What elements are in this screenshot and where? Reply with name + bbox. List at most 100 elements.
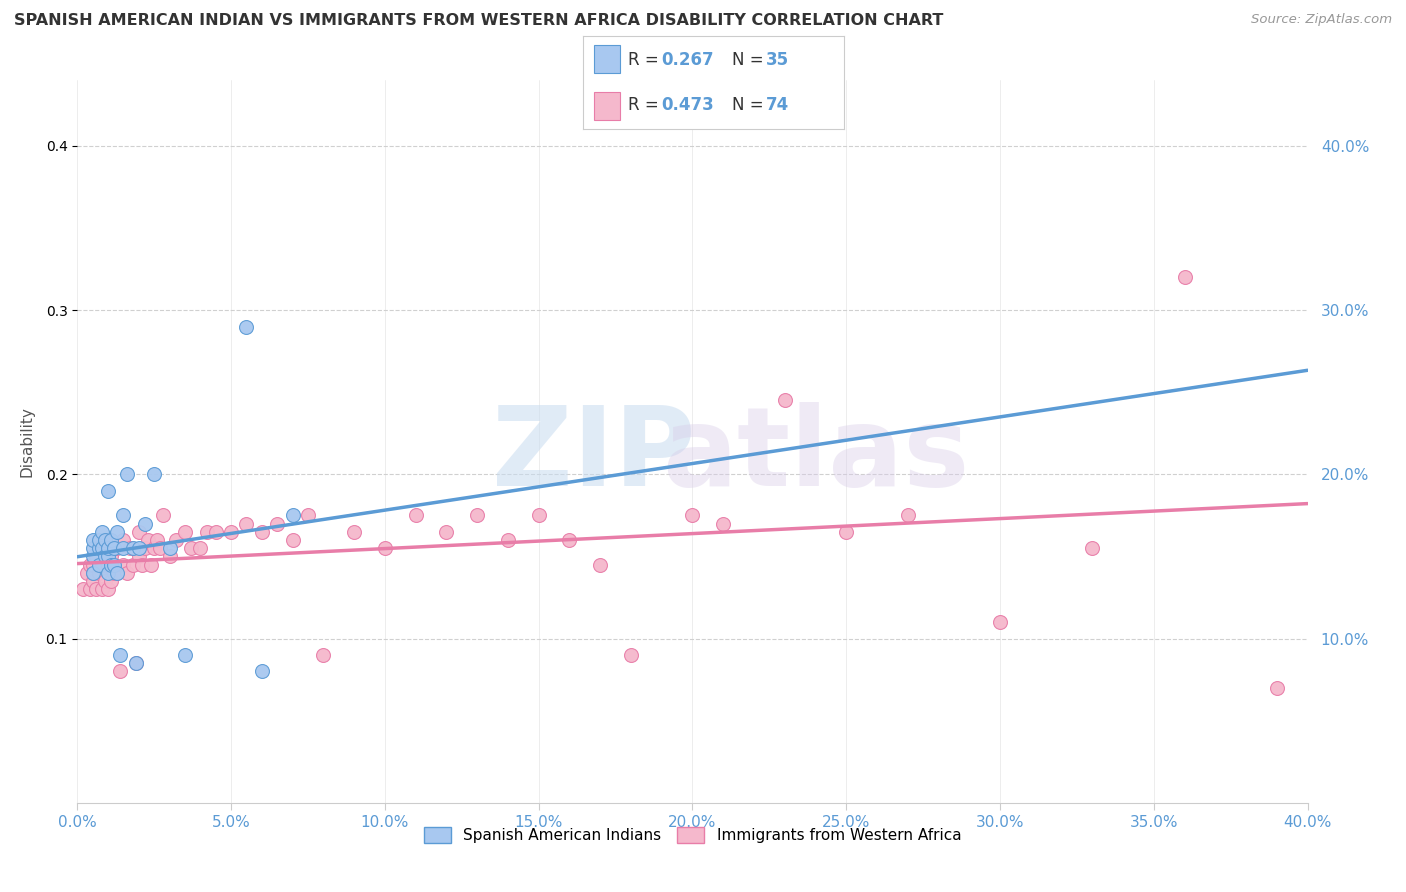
- Point: [103, 558, 125, 572]
- Text: R =: R =: [627, 51, 664, 69]
- Point: [82, 541, 104, 556]
- Point: [97, 558, 120, 572]
- Point: [159, 549, 181, 564]
- Point: [97, 533, 120, 547]
- Point: [128, 541, 150, 556]
- Point: [110, 665, 132, 679]
- Point: [94, 541, 117, 556]
- Point: [110, 648, 132, 662]
- Point: [141, 558, 163, 572]
- Point: [620, 648, 643, 662]
- Point: [281, 508, 304, 523]
- Point: [128, 524, 150, 539]
- Point: [195, 524, 218, 539]
- Text: 0.473: 0.473: [662, 96, 714, 114]
- Point: [149, 541, 172, 556]
- Point: [105, 541, 128, 556]
- Point: [105, 524, 128, 539]
- Point: [115, 566, 138, 580]
- Point: [97, 549, 120, 564]
- Point: [682, 508, 704, 523]
- Point: [835, 524, 858, 539]
- Point: [897, 508, 920, 523]
- Point: [159, 541, 181, 556]
- Point: [90, 558, 114, 572]
- Y-axis label: Disability: Disability: [20, 406, 35, 477]
- Point: [136, 533, 159, 547]
- Text: SPANISH AMERICAN INDIAN VS IMMIGRANTS FROM WESTERN AFRICA DISABILITY CORRELATION: SPANISH AMERICAN INDIAN VS IMMIGRANTS FR…: [14, 13, 943, 29]
- Point: [121, 541, 143, 556]
- Point: [84, 582, 107, 597]
- Text: R =: R =: [627, 96, 664, 114]
- Point: [711, 516, 734, 531]
- Point: [118, 541, 141, 556]
- Point: [558, 533, 581, 547]
- Point: [235, 319, 257, 334]
- Point: [97, 566, 120, 580]
- Point: [87, 533, 110, 547]
- Point: [465, 508, 488, 523]
- Point: [165, 533, 187, 547]
- Legend: Spanish American Indians, Immigrants from Western Africa: Spanish American Indians, Immigrants fro…: [418, 822, 967, 849]
- Point: [82, 574, 104, 588]
- Point: [134, 516, 156, 531]
- Point: [374, 541, 396, 556]
- Point: [105, 566, 128, 580]
- Point: [174, 648, 197, 662]
- Point: [79, 558, 101, 572]
- Point: [131, 558, 153, 572]
- Point: [105, 566, 128, 580]
- Point: [82, 549, 104, 564]
- Point: [82, 558, 104, 572]
- Point: [94, 549, 117, 564]
- Point: [297, 508, 319, 523]
- Point: [180, 541, 202, 556]
- Text: N =: N =: [731, 96, 769, 114]
- Point: [188, 541, 212, 556]
- Point: [82, 566, 104, 580]
- Point: [436, 524, 458, 539]
- Point: [90, 582, 114, 597]
- Point: [146, 533, 169, 547]
- Point: [112, 558, 135, 572]
- Text: atlas: atlas: [662, 402, 969, 509]
- Point: [143, 541, 166, 556]
- Point: [143, 467, 166, 482]
- Point: [112, 508, 135, 523]
- Point: [90, 524, 114, 539]
- Point: [1081, 541, 1104, 556]
- Point: [97, 582, 120, 597]
- Point: [97, 541, 120, 556]
- Point: [312, 648, 335, 662]
- Point: [1174, 270, 1197, 285]
- Point: [100, 574, 122, 588]
- Point: [100, 533, 122, 547]
- Text: N =: N =: [731, 51, 769, 69]
- Point: [103, 566, 125, 580]
- Point: [405, 508, 427, 523]
- Point: [266, 516, 288, 531]
- Point: [76, 566, 98, 580]
- Point: [112, 541, 135, 556]
- Text: 35: 35: [765, 51, 789, 69]
- Point: [527, 508, 550, 523]
- Point: [112, 533, 135, 547]
- Point: [82, 533, 104, 547]
- Point: [219, 524, 242, 539]
- Point: [152, 508, 174, 523]
- Bar: [593, 45, 620, 73]
- Point: [125, 657, 148, 671]
- Point: [103, 541, 125, 556]
- Point: [589, 558, 612, 572]
- Point: [100, 558, 122, 572]
- Text: 0.267: 0.267: [662, 51, 714, 69]
- Point: [235, 516, 257, 531]
- Point: [134, 541, 156, 556]
- Point: [174, 524, 197, 539]
- Point: [79, 582, 101, 597]
- Point: [343, 524, 366, 539]
- Point: [988, 615, 1011, 630]
- Point: [281, 533, 304, 547]
- Text: 74: 74: [765, 96, 789, 114]
- Point: [72, 582, 94, 597]
